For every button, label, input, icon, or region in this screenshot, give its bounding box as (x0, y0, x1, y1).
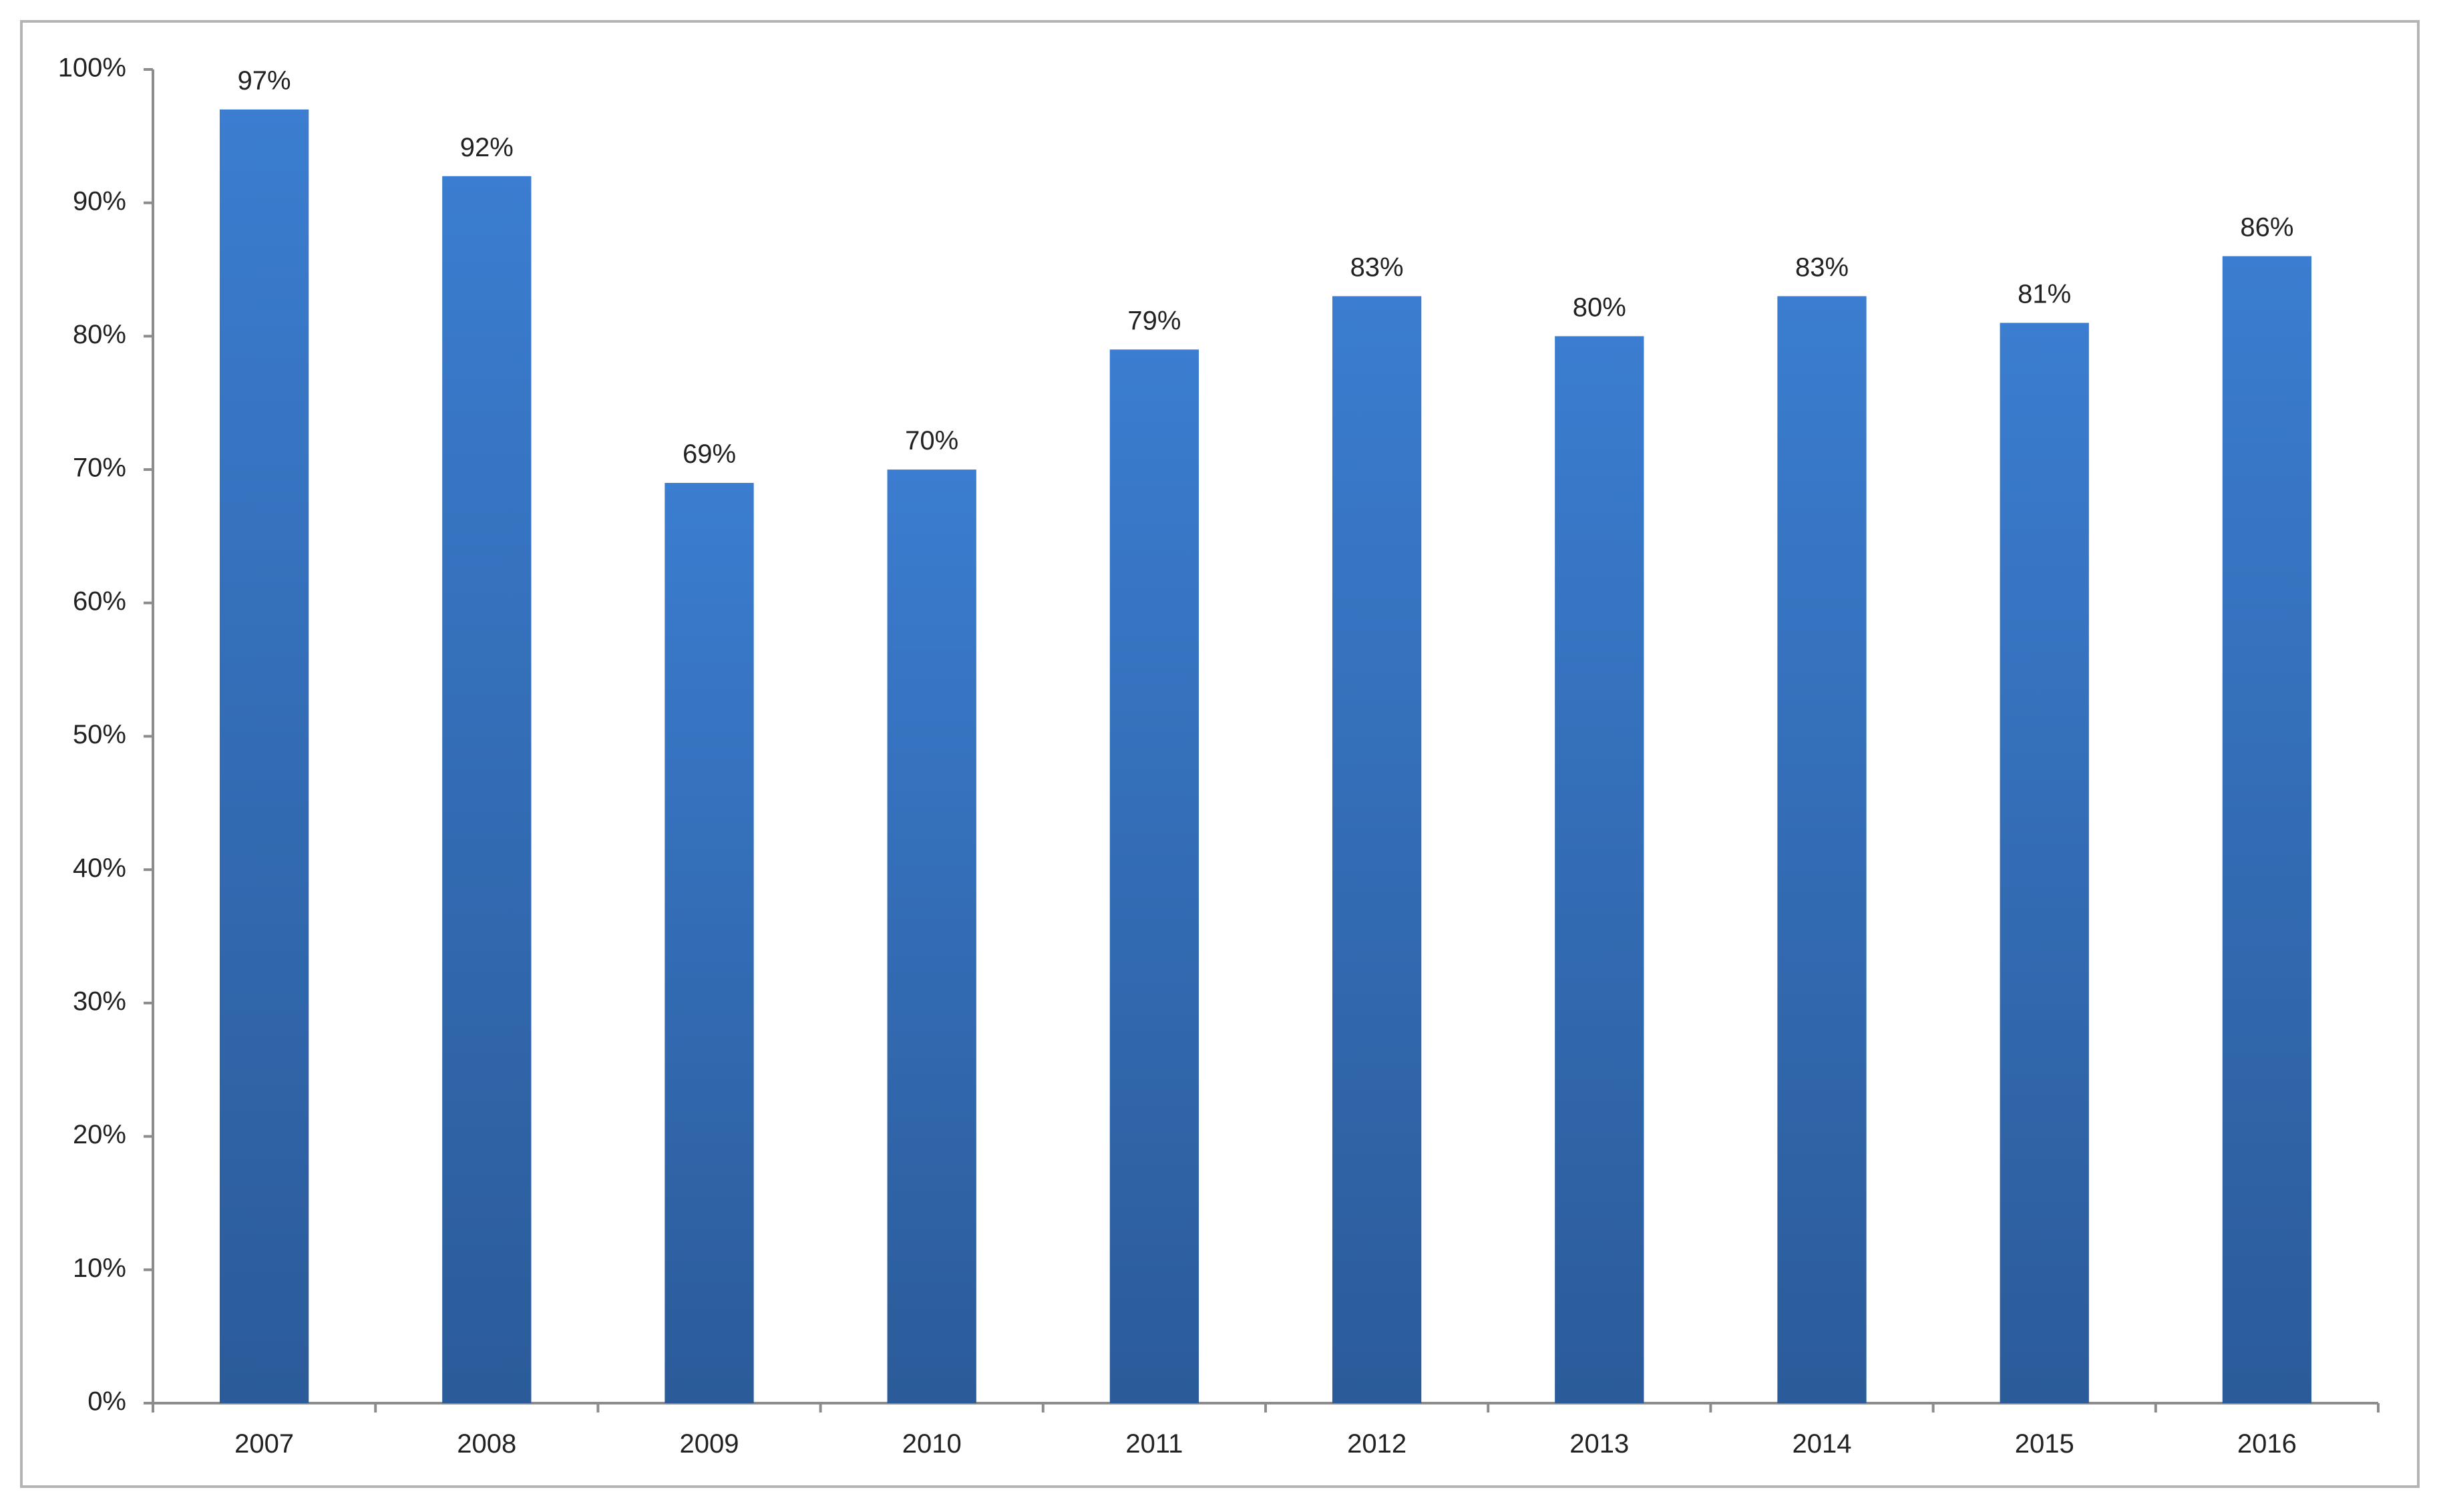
data-label-2011: 79% (1127, 306, 1181, 335)
data-label-2008: 92% (460, 133, 514, 162)
bars (219, 109, 2312, 1404)
y-tick-label: 100% (58, 53, 126, 83)
y-tick-label: 0% (87, 1387, 126, 1416)
x-tick-label-2015: 2015 (2015, 1429, 2074, 1459)
y-tick-label: 40% (73, 854, 126, 883)
x-tick-label-2010: 2010 (902, 1429, 962, 1459)
y-tick-label: 90% (73, 186, 126, 216)
data-label-2014: 83% (1795, 252, 1849, 282)
data-label-2012: 83% (1350, 252, 1404, 282)
x-tick-label-2016: 2016 (2237, 1429, 2297, 1459)
data-labels: 97% 92% 69% 70% 79% 83% 80% 83% 81% 86% (238, 66, 2294, 469)
bar-2013 (1555, 336, 1644, 1403)
y-tick-label: 10% (73, 1254, 126, 1283)
bar-2014 (1777, 296, 1867, 1403)
bar-2012 (1332, 296, 1422, 1403)
y-tick-label: 80% (73, 320, 126, 349)
data-label-2007: 97% (238, 66, 291, 96)
chart-frame: 0% 10% 20% 30% 40% 50% 60% 70% 80% 90% 100% 2007 20… (20, 20, 2420, 1488)
data-label-2015: 81% (2018, 279, 2071, 309)
x-axis: 2007 2008 2009 2010 2011 2012 2013 2014 2015 2016 (152, 1402, 2380, 1459)
x-tick-label-2008: 2008 (457, 1429, 516, 1459)
y-axis: 0% 10% 20% 30% 40% 50% 60% 70% 80% 90% 100% (58, 53, 154, 1416)
data-label-2010: 70% (905, 426, 958, 455)
x-tick-label-2013: 2013 (1569, 1429, 1629, 1459)
bar-2007 (219, 109, 309, 1403)
bar-2015 (2000, 323, 2089, 1404)
bar-2016 (2222, 256, 2312, 1404)
x-tick-label-2014: 2014 (1793, 1429, 1852, 1459)
data-label-2013: 80% (1573, 293, 1626, 322)
y-tick-label: 50% (73, 720, 126, 749)
x-tick-label-2012: 2012 (1347, 1429, 1406, 1459)
bar-2009 (665, 483, 754, 1403)
bar-2011 (1109, 349, 1199, 1403)
y-tick-label: 20% (73, 1120, 126, 1149)
data-label-2009: 69% (683, 439, 736, 469)
y-tick-label: 70% (73, 453, 126, 483)
bar-2010 (887, 469, 976, 1403)
x-tick-label-2011: 2011 (1125, 1429, 1183, 1459)
y-tick-label: 60% (73, 586, 126, 616)
x-tick-label-2007: 2007 (234, 1429, 294, 1459)
bar-chart: 0%10%20%30%40%50%60%70%80%90%100% 2007 20… (58, 53, 2380, 1459)
x-tick-label-2009: 2009 (680, 1429, 739, 1459)
y-tick-label: 30% (73, 986, 126, 1016)
bar-2008 (442, 176, 532, 1403)
data-label-2016: 86% (2240, 213, 2293, 242)
